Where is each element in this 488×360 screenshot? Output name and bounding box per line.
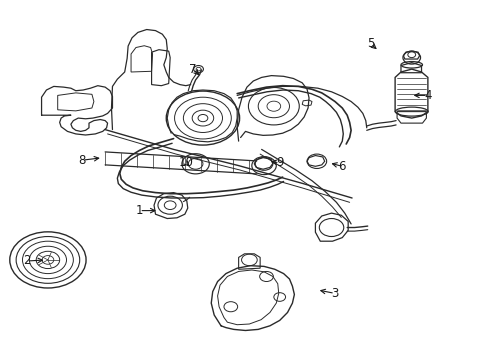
Text: 3: 3: [330, 287, 338, 300]
Polygon shape: [315, 213, 347, 241]
Text: 10: 10: [178, 156, 193, 169]
Text: 2: 2: [23, 255, 31, 267]
Text: 8: 8: [78, 154, 86, 167]
Text: 5: 5: [366, 37, 374, 50]
Text: 7: 7: [189, 63, 197, 76]
Text: 4: 4: [423, 89, 431, 102]
Text: 6: 6: [338, 160, 346, 173]
Polygon shape: [154, 193, 187, 219]
Text: 9: 9: [275, 156, 283, 169]
Text: 1: 1: [135, 204, 143, 217]
Polygon shape: [394, 69, 427, 118]
